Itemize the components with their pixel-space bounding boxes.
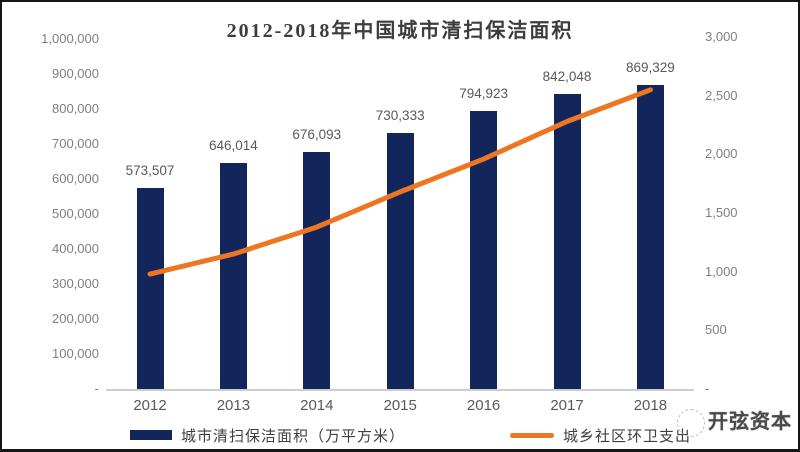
right-axis-tick: 1,500 [705,205,738,220]
bar-value-label: 869,329 [625,59,675,75]
legend: 城市清扫保洁面积（万平方米） 城乡社区环卫支出 [2,423,798,447]
left-axis-tick: - [94,381,99,396]
bar [636,84,664,389]
bar [219,162,247,389]
bar [303,152,331,389]
watermark-seal-icon [677,409,705,437]
line-series-label: 城乡社区环卫支出 [563,428,692,445]
bar-value-label: 842,048 [542,69,592,85]
bar-series-label: 城市清扫保洁面积（万平方米） [181,428,406,445]
bar [553,94,581,389]
left-axis-tick: 900,000 [52,66,99,81]
x-axis-label: 2014 [300,397,334,414]
left-axis-tick: 200,000 [52,311,99,326]
bar-value-label: 573,507 [125,163,175,179]
right-axis-tick: 500 [705,322,727,338]
left-axis-tick: 400,000 [52,241,99,256]
x-axis-label: 2012 [133,397,167,414]
x-axis-label: 2013 [216,397,251,414]
watermark-text: 开弦资本 [708,410,792,433]
bar [386,133,414,389]
left-axis-tick: 500,000 [52,206,99,221]
left-axis-tick: 800,000 [52,101,99,116]
right-axis-tick: - [705,381,710,396]
watermark: 开弦资本 [677,401,792,437]
left-axis-tick: 100,000 [52,346,99,361]
bar-value-label: 676,093 [292,127,342,143]
line-series-swatch [510,432,554,438]
x-axis-label: 2017 [550,397,584,414]
chart-title: 2012-2018年中国城市清扫保洁面积 [226,20,574,42]
right-axis-tick: 2,000 [705,146,738,162]
bar [136,188,164,389]
bar [470,110,498,389]
legend-item-line-series: 城乡社区环卫支出 [510,423,691,447]
left-axis-tick: 1,000,000 [41,31,99,46]
left-axis-tick: 600,000 [52,171,99,186]
right-axis-tick: 3,000 [705,29,738,44]
x-axis-label: 2018 [633,397,668,414]
left-axis-tick: 300,000 [52,276,99,291]
bar-value-label: 646,014 [208,137,258,153]
x-axis-label: 2016 [466,397,501,414]
bar-value-label: 794,923 [459,85,508,101]
right-axis-tick: 2,500 [705,87,738,103]
left-axis-tick: 700,000 [52,136,99,151]
legend-item-bar-series: 城市清扫保洁面积（万平方米） [130,423,405,447]
bar-value-label: 730,333 [375,108,425,124]
right-axis-tick: 1,000 [705,263,738,279]
bar-series-swatch [130,430,172,440]
x-axis-line [106,389,694,391]
x-axis-label: 2015 [383,397,417,414]
